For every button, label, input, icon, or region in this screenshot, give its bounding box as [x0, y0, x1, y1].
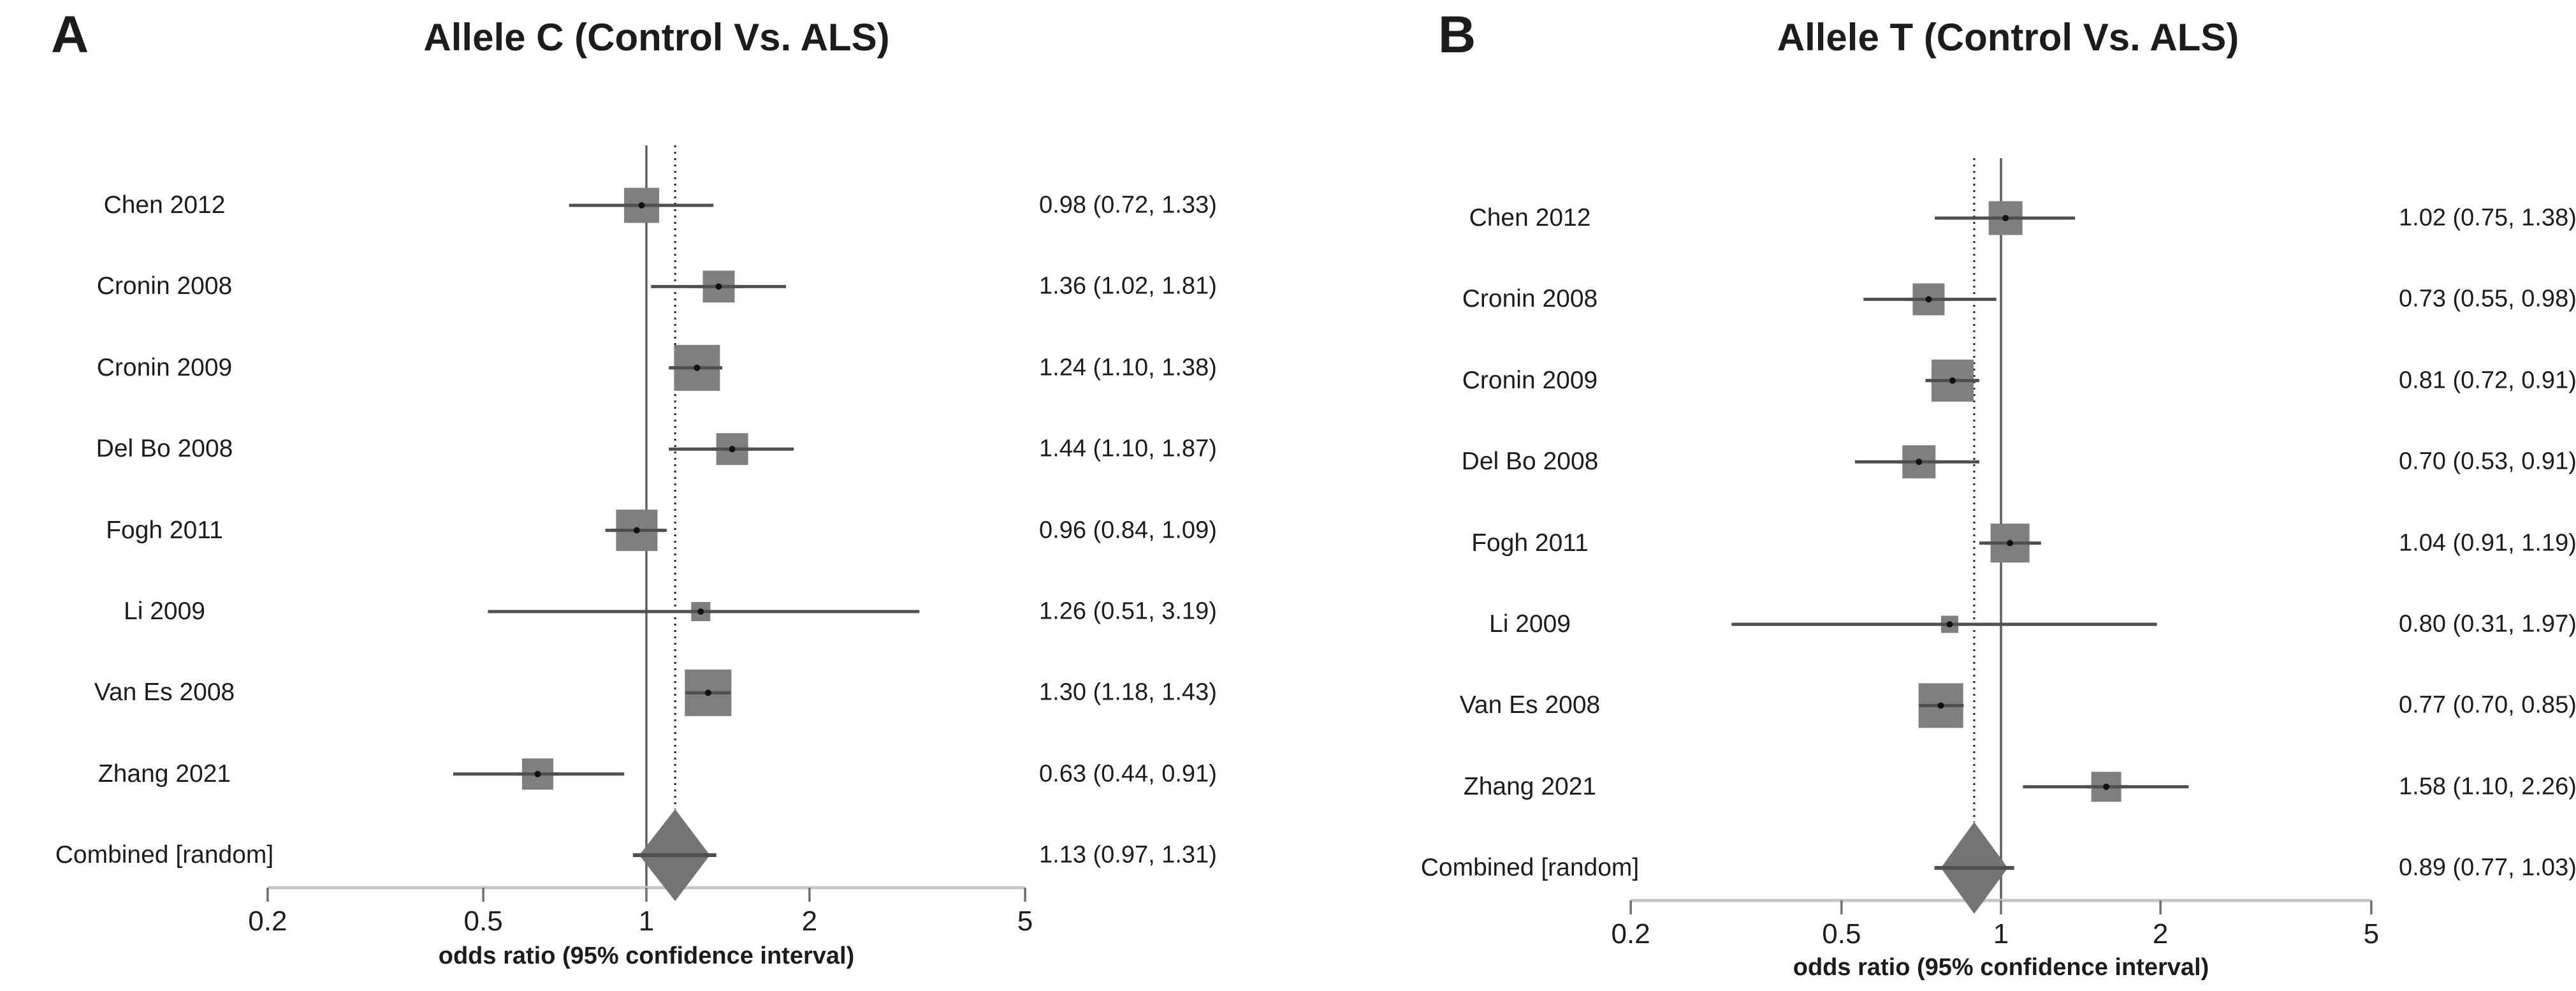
- weight-square: [616, 510, 658, 552]
- study-label: Del Bo 2008: [96, 435, 233, 463]
- study-label: Chen 2012: [1469, 204, 1591, 231]
- study-label: Li 2009: [1489, 610, 1571, 638]
- study-label: Zhang 2021: [1463, 772, 1597, 800]
- weight-square: [521, 758, 553, 790]
- or-ci-value: 1.44 (1.10, 1.87): [1039, 435, 1217, 462]
- axis-tick-label: 5: [2363, 918, 2380, 950]
- point-estimate-dot: [638, 202, 645, 209]
- point-estimate-dot: [715, 283, 722, 290]
- weight-square: [702, 270, 735, 303]
- summary-diamond: [1940, 822, 2008, 914]
- point-estimate-dot: [1916, 459, 1923, 466]
- or-ci-value: 0.81 (0.72, 0.91): [2399, 367, 2576, 394]
- weight-square: [2091, 772, 2121, 802]
- weight-square: [691, 602, 711, 621]
- weight-square: [1990, 524, 2030, 563]
- point-estimate-dot: [704, 689, 711, 696]
- weight-square: [1931, 359, 1974, 402]
- axis-tick-label: 0.2: [1611, 918, 1650, 950]
- combined-or-ci-value: 0.89 (0.77, 1.03): [2399, 854, 2576, 881]
- or-ci-value: 0.77 (0.70, 0.85): [2399, 691, 2576, 719]
- point-estimate-dot: [697, 608, 704, 615]
- weight-square: [685, 669, 732, 716]
- weight-square: [1918, 683, 1963, 728]
- weight-square: [1912, 283, 1945, 316]
- panel-a-title: Allele C (Control Vs. ALS): [423, 16, 890, 59]
- combined-label: Combined [random]: [55, 841, 274, 869]
- study-label: Cronin 2008: [1462, 285, 1598, 313]
- or-ci-value: 1.02 (0.75, 1.38): [2399, 204, 2576, 231]
- weight-square: [1902, 445, 1936, 479]
- axis-tick-label: 0.5: [1822, 918, 1861, 950]
- axis-tick-label: 5: [1017, 906, 1033, 937]
- point-estimate-dot: [2002, 215, 2009, 221]
- combined-label: Combined [random]: [1420, 854, 1640, 881]
- axis-tick-label: 1: [638, 906, 655, 937]
- study-label: Chen 2012: [103, 191, 226, 219]
- point-estimate-dot: [2103, 783, 2110, 790]
- point-estimate-dot: [1925, 296, 1932, 303]
- study-label: Li 2009: [124, 598, 205, 625]
- or-ci-value: 1.58 (1.10, 2.26): [2399, 773, 2576, 800]
- point-estimate-dot: [1937, 702, 1944, 709]
- panel-b-letter: B: [1438, 6, 1476, 64]
- point-estimate-dot: [729, 446, 736, 453]
- panel-a-letter: A: [51, 6, 89, 64]
- point-estimate-dot: [2007, 540, 2014, 547]
- study-label: Fogh 2011: [1471, 529, 1589, 557]
- weight-square: [716, 433, 748, 466]
- axis-tick-label: 0.5: [463, 906, 503, 937]
- combined-or-ci-value: 1.13 (0.97, 1.31): [1039, 841, 1217, 869]
- study-label: Zhang 2021: [98, 760, 231, 788]
- panel-a-axis-label: odds ratio (95% confidence interval): [438, 943, 855, 969]
- study-label: Cronin 2009: [96, 353, 233, 381]
- or-ci-value: 0.96 (0.84, 1.09): [1039, 517, 1217, 544]
- study-label: Cronin 2009: [1462, 366, 1598, 394]
- point-estimate-dot: [1946, 621, 1953, 628]
- point-estimate-dot: [694, 364, 701, 371]
- study-label: Van Es 2008: [94, 679, 235, 707]
- or-ci-value: 1.36 (1.02, 1.81): [1039, 272, 1217, 300]
- axis-tick-label: 2: [2152, 918, 2169, 950]
- axis-tick-label: 1: [1993, 918, 2009, 950]
- or-ci-value: 0.63 (0.44, 0.91): [1039, 760, 1217, 788]
- or-ci-value: 0.73 (0.55, 0.98): [2399, 285, 2576, 312]
- study-label: Fogh 2011: [106, 516, 223, 544]
- weight-square: [674, 344, 720, 391]
- or-ci-value: 0.80 (0.31, 1.97): [2399, 610, 2576, 638]
- or-ci-value: 0.70 (0.53, 0.91): [2399, 448, 2576, 475]
- or-ci-value: 1.24 (1.10, 1.38): [1039, 354, 1217, 381]
- axis-tick-label: 2: [801, 906, 818, 937]
- study-label: Cronin 2008: [96, 272, 233, 300]
- or-ci-value: 0.98 (0.72, 1.33): [1039, 191, 1217, 219]
- summary-diamond: [639, 809, 710, 901]
- panel-b-axis-label: odds ratio (95% confidence interval): [1793, 954, 2209, 981]
- or-ci-value: 1.04 (0.91, 1.19): [2399, 529, 2576, 557]
- study-label: Del Bo 2008: [1461, 448, 1599, 476]
- point-estimate-dot: [1949, 377, 1956, 384]
- or-ci-value: 1.30 (1.18, 1.43): [1039, 679, 1217, 706]
- or-ci-value: 1.26 (0.51, 3.19): [1039, 598, 1217, 625]
- study-label: Van Es 2008: [1459, 691, 1601, 719]
- point-estimate-dot: [534, 770, 541, 777]
- axis-tick-label: 0.2: [248, 906, 287, 937]
- weight-square: [1940, 615, 1958, 633]
- point-estimate-dot: [633, 527, 640, 534]
- weight-square: [1988, 201, 2023, 235]
- panel-b-title: Allele T (Control Vs. ALS): [1777, 16, 2239, 59]
- weight-square: [624, 187, 660, 223]
